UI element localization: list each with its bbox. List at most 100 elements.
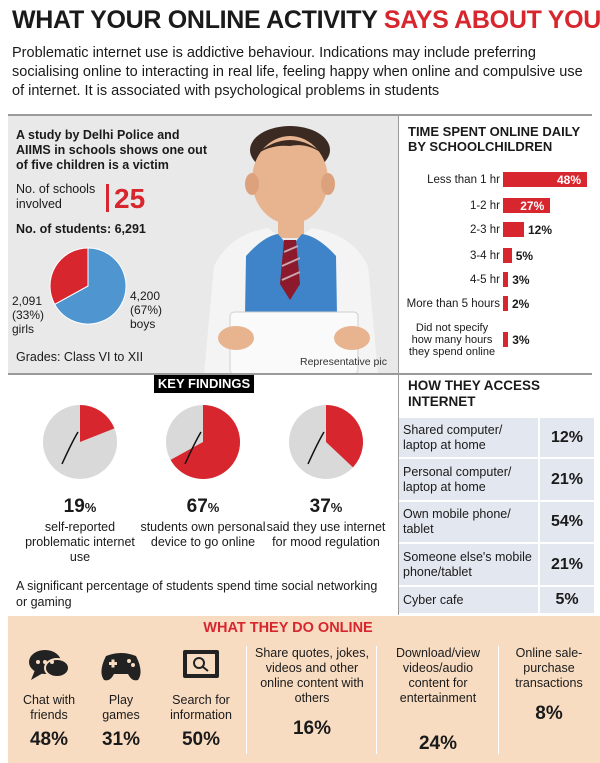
pie-slice — [326, 405, 363, 468]
pie-slice-boys — [54, 247, 127, 325]
time-bar-label: 3-4 hr — [469, 250, 500, 262]
intro-text: Problematic internet use is addictive be… — [12, 45, 583, 99]
access-row: Personal computer/ laptop at home 21% — [398, 459, 594, 502]
time-bar-label: Less than 1 hr — [427, 174, 500, 186]
online-item-pct: 31% — [101, 729, 141, 750]
access-row: Own mobile phone/ tablet 54% — [398, 502, 594, 544]
key-finding-pie — [289, 405, 363, 479]
key-finding-desc: self-reported problematic internet use — [25, 520, 135, 564]
boys-value: 4,200 — [130, 289, 161, 303]
online-separator — [498, 646, 499, 754]
time-bar — [503, 332, 509, 347]
time-bar — [503, 248, 512, 263]
pie-slice — [80, 405, 115, 442]
pointer-arrow — [184, 431, 202, 465]
online-item-search: Search for information 50% — [160, 642, 242, 751]
key-findings-note: A significant percentage of students spe… — [16, 579, 378, 609]
online-item-pct: 48% — [29, 729, 69, 750]
gender-pie — [49, 247, 127, 325]
online-item-pct: 50% — [181, 729, 221, 750]
boys-pct: (67%) — [130, 303, 163, 317]
online-item-label: Play games — [102, 693, 140, 722]
access-label: Own mobile phone/ tablet — [398, 502, 538, 542]
time-bar — [503, 272, 509, 287]
access-title: HOW THEY ACCESS INTERNET — [408, 378, 541, 409]
study-description: A study by Delhi Police and AIIMS in sch… — [16, 128, 207, 172]
time-bar — [503, 222, 524, 237]
online-item-pct: 24% — [418, 733, 458, 754]
key-findings-title: KEY FINDINGS — [154, 375, 254, 393]
access-value: 54% — [538, 502, 594, 542]
time-bar-label: More than 5 hours — [406, 298, 500, 310]
online-title: WHAT THEY DO ONLINE — [203, 620, 373, 636]
accent-bar — [106, 184, 109, 212]
gamepad-icon — [101, 653, 141, 681]
online-item-pct: 16% — [292, 718, 332, 739]
online-item-label: Search for information — [170, 693, 232, 722]
access-label: Personal computer/ laptop at home — [398, 459, 538, 500]
divider-vertical-top — [398, 116, 399, 374]
key-finding-desc: students own personal device to go onlin… — [140, 520, 266, 549]
online-item-label: Download/view videos/audio content for e… — [395, 646, 481, 705]
girls-text: girls — [12, 322, 35, 336]
key-finding-pct: 19% — [63, 496, 97, 517]
pie-slice — [170, 405, 240, 479]
key-finding-pct: 37% — [309, 496, 343, 517]
pie-slice-girls — [49, 247, 89, 305]
time-bar-label: 2-3 hr — [469, 224, 500, 236]
key-finding-pct: 67% — [186, 496, 220, 517]
online-item-games: Play games 31% — [90, 642, 152, 751]
girls-pct: (33%) — [12, 308, 45, 322]
time-bar-value: 3% — [512, 333, 530, 347]
time-bar-label: 1-2 hr — [469, 200, 500, 212]
online-item-label: Online sale-purchase transactions — [515, 646, 583, 690]
time-spent-title: TIME SPENT ONLINE DAILY BY SCHOOLCHILDRE… — [408, 124, 580, 154]
schools-label: No. of schools involved — [16, 182, 96, 211]
divider-middle — [8, 373, 592, 375]
online-section — [8, 616, 600, 763]
page-title: WHAT YOUR ONLINE ACTIVITY SAYS ABOUT YOU — [12, 6, 600, 35]
time-bar-value: 12% — [528, 223, 553, 237]
grades: Grades: Class VI to XII — [16, 350, 144, 364]
time-bar-value: 48% — [557, 173, 582, 187]
divider-top — [8, 114, 592, 116]
time-bar — [503, 198, 551, 213]
online-separator — [246, 646, 247, 754]
schools-value: 25 — [114, 183, 146, 214]
online-item-transactions: Online sale-purchase transactions 8% — [504, 642, 594, 725]
time-bar-value: 3% — [512, 273, 530, 287]
online-separator — [376, 646, 377, 754]
online-item-label: Chat with friends — [22, 693, 76, 722]
access-row: Someone else's mobile phone/tablet 21% — [398, 544, 594, 587]
pointer-arrow — [61, 431, 79, 465]
divider-vertical-bottom — [398, 375, 399, 615]
time-bar-label: Did not specify how many hours they spen… — [408, 322, 496, 358]
online-item-pct: 8% — [535, 703, 563, 724]
online-item-label: Share quotes, jokes, videos and other on… — [255, 646, 369, 705]
study-panel — [8, 116, 398, 374]
access-row: Cyber cafe 5% — [398, 587, 594, 615]
title-red: SAYS ABOUT YOU — [383, 6, 600, 34]
time-bar-value: 5% — [515, 249, 534, 263]
access-value: 21% — [538, 459, 594, 500]
time-bar-value: 27% — [520, 199, 545, 213]
students-count: No. of students: 6,291 — [16, 222, 146, 236]
online-item-download: Download/view videos/audio content for e… — [382, 642, 494, 755]
access-table: Shared computer/ laptop at home 12% Perso… — [398, 418, 594, 615]
girls-value: 2,091 — [12, 294, 43, 308]
access-row: Shared computer/ laptop at home 12% — [398, 418, 594, 459]
title-black: WHAT YOUR ONLINE ACTIVITY — [12, 6, 378, 34]
online-item-chat: Chat with friends 48% — [8, 642, 90, 751]
representative-photo — [8, 116, 398, 374]
key-finding-pie — [166, 405, 240, 479]
photo-caption: Representative pic — [300, 356, 387, 368]
chat-icon — [29, 650, 70, 680]
time-bar — [503, 172, 587, 187]
access-value: 21% — [538, 544, 594, 585]
pointer-arrow — [307, 431, 325, 465]
boys-text: boys — [130, 317, 156, 331]
online-item-share: Share quotes, jokes, videos and other on… — [252, 642, 372, 740]
boys-label: 4,200 (67%) boys — [130, 289, 162, 331]
key-finding-pie — [43, 405, 117, 479]
access-label: Someone else's mobile phone/tablet — [398, 544, 538, 585]
